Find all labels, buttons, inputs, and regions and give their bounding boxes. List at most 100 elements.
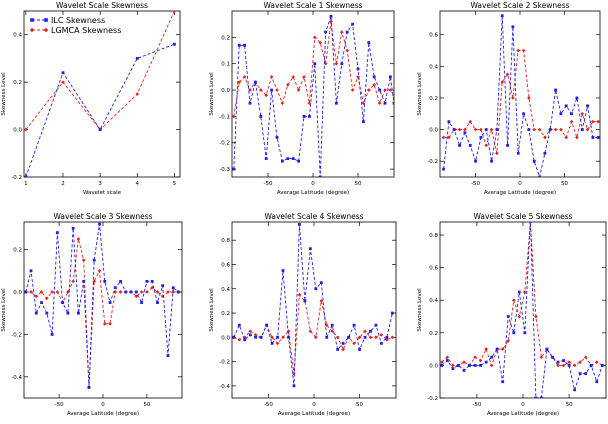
ilc-point-20 [545,347,549,351]
ilc-point-24 [358,348,361,351]
ilc-point-25 [362,120,365,124]
lgmca-point-8 [479,127,483,132]
ilc-point-15 [308,247,312,251]
lgmca-point-21 [341,347,345,352]
ilc-line [233,16,394,177]
ilc-point-25 [363,335,367,339]
lgmca-point-2 [237,80,241,84]
ilc-point-11 [287,335,290,339]
ilc-point-6 [50,332,54,336]
chart-panel-5: Wavelet Scale 4 Skewness Average Latitude… [209,212,397,417]
lgmca-point-14 [511,298,516,303]
x-tick-label: -50 [264,402,273,408]
lgmca-point-27 [580,111,585,116]
y-tick-label: -0.2 [11,332,22,338]
ilc-point-22 [556,360,560,364]
ilc-point-14 [303,299,307,303]
chart-title: Wavelet Scale 1 Skewness [263,1,362,10]
y-tick-label: 0.2 [13,80,22,86]
ilc-point-7 [265,323,269,327]
ilc-point-4 [458,143,461,147]
plot-frame [23,10,181,178]
y-tick-label: 0.2 [429,331,438,337]
lgmca-point-15 [516,48,521,53]
ilc-point-26 [369,329,372,333]
ilc-point-23 [559,112,563,116]
lgmca-point-25 [363,329,367,334]
lgmca-point-10 [71,279,75,284]
y-axis-label: Skewness Level [1,72,7,116]
lgmca-point-17 [108,321,112,326]
y-axis-label: Skewness Level [209,72,215,116]
lgmca-point-11 [286,82,290,87]
lgmca-point-17 [319,299,324,303]
lgmca-point-28 [585,127,590,132]
lgmca-point-15 [307,101,312,106]
ilc-point-22 [554,88,557,92]
x-tick-label: 3 [98,181,102,187]
lgmca-point-9 [275,88,279,92]
ilc-point-19 [538,175,541,177]
lgmca-point-12 [500,347,505,351]
ilc-point-12 [501,380,505,384]
lgmca-point-24 [564,135,569,140]
ilc-point-2 [61,71,65,75]
ilc-point-12 [292,384,296,388]
ilc-line [25,224,179,388]
lgmca-series [440,222,605,368]
ilc-point-11 [495,347,499,351]
ilc-point-29 [383,101,387,105]
ilc-point-20 [543,151,547,155]
lgmca-point-8 [478,358,483,363]
ilc-series [232,14,394,177]
ilc-point-6 [468,143,472,147]
ilc-point-15 [308,114,311,118]
lgmca-series [232,293,395,376]
ilc-point-28 [586,104,589,108]
ilc-series [232,223,394,388]
ilc-point-13 [506,143,509,147]
lgmca-point-6 [259,88,263,92]
lgmca-point-16 [523,290,527,294]
lgmca-point-9 [484,143,489,148]
y-tick-label: 0.4 [429,64,438,70]
lgmca-point-18 [532,127,537,132]
ilc-point-20 [336,348,340,351]
lgmca-line [233,293,393,374]
plot-frame [231,221,397,399]
ilc-point-9 [484,128,488,131]
x-tick-label: -50 [264,181,273,187]
lgmca-point-12 [500,80,505,84]
lgmca-point-22 [556,363,560,368]
lgmca-point-6 [468,119,473,124]
y-tick-label: 0.4 [13,33,22,39]
ilc-point-23 [140,301,144,304]
ilc-point-9 [66,311,70,315]
lgmca-point-24 [357,335,362,340]
lgmca-point-30 [388,88,393,92]
lgmca-point-1 [441,135,446,140]
ilc-point-15 [98,222,101,226]
ilc-point-14 [92,258,96,262]
lgmca-line [443,50,599,154]
ilc-point-3 [98,128,102,131]
ilc-point-8 [270,88,273,92]
lgmca-point-11 [495,151,499,156]
lgmca-point-28 [379,333,384,337]
ilc-point-24 [356,67,360,71]
ilc-point-3 [452,128,456,131]
y-axis-label: Skewness Level [417,288,423,332]
ilc-point-5 [463,131,467,135]
lgmca-point-13 [505,72,510,77]
ilc-point-29 [385,335,389,339]
chart-title: Wavelet Scale 4 Skewness [264,212,363,221]
x-axis-label: Average Latitude (degree) [487,411,559,417]
ilc-point-8 [479,364,482,367]
lgmca-point-8 [269,75,274,79]
ilc-line [233,224,393,386]
chart-panel-6: Wavelet Scale 5 Skewness Average Latitude… [417,212,607,417]
ilc-point-1 [442,167,445,171]
lgmca-point-2 [237,337,242,342]
